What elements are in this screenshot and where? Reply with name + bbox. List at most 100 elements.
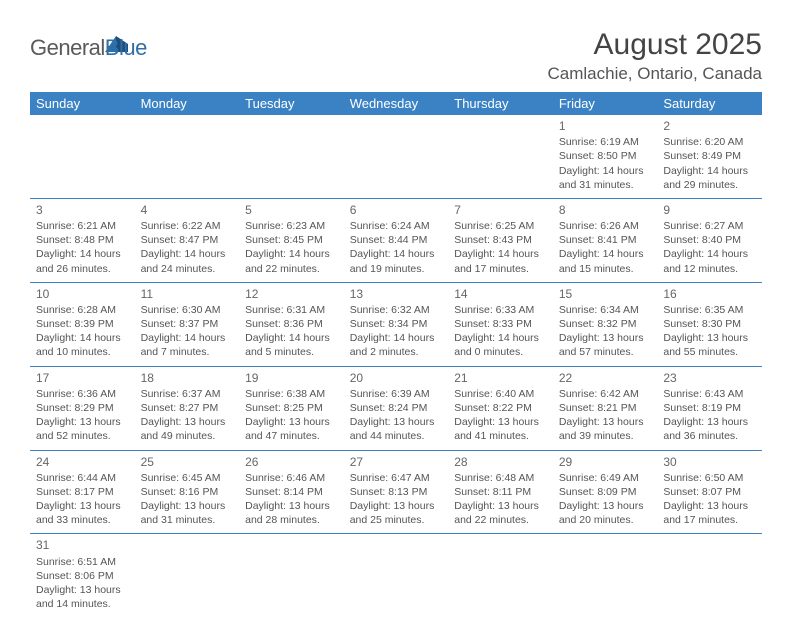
sunset-line: Sunset: 8:39 PM — [36, 318, 114, 330]
day-number: 22 — [559, 370, 652, 386]
day-number: 4 — [141, 202, 234, 218]
weekday-header: Thursday — [448, 92, 553, 115]
day-number: 25 — [141, 454, 234, 470]
daylight-line: Daylight: 13 hours and 41 minutes. — [454, 416, 539, 442]
header: GeneralBlue August 2025 Camlachie, Ontar… — [30, 28, 762, 84]
sunrise-line: Sunrise: 6:37 AM — [141, 388, 221, 400]
daylight-line: Daylight: 13 hours and 52 minutes. — [36, 416, 121, 442]
sunrise-line: Sunrise: 6:40 AM — [454, 388, 534, 400]
calendar-cell: 6Sunrise: 6:24 AMSunset: 8:44 PMDaylight… — [344, 198, 449, 282]
daylight-line: Daylight: 13 hours and 14 minutes. — [36, 584, 121, 610]
sunset-line: Sunset: 8:41 PM — [559, 234, 637, 246]
calendar-cell: 25Sunrise: 6:45 AMSunset: 8:16 PMDayligh… — [135, 450, 240, 534]
day-number: 8 — [559, 202, 652, 218]
sunrise-line: Sunrise: 6:25 AM — [454, 220, 534, 232]
month-title: August 2025 — [547, 28, 762, 62]
calendar-body: 1Sunrise: 6:19 AMSunset: 8:50 PMDaylight… — [30, 115, 762, 617]
daylight-line: Daylight: 13 hours and 22 minutes. — [454, 500, 539, 526]
sunset-line: Sunset: 8:22 PM — [454, 402, 532, 414]
calendar-cell — [344, 534, 449, 617]
day-number: 16 — [663, 286, 756, 302]
title-block: August 2025 Camlachie, Ontario, Canada — [547, 28, 762, 84]
sunset-line: Sunset: 8:33 PM — [454, 318, 532, 330]
sunrise-line: Sunrise: 6:48 AM — [454, 472, 534, 484]
logo-text-general: General — [30, 35, 105, 61]
weekday-header: Sunday — [30, 92, 135, 115]
daylight-line: Daylight: 14 hours and 29 minutes. — [663, 165, 748, 191]
day-number: 21 — [454, 370, 547, 386]
day-number: 27 — [350, 454, 443, 470]
daylight-line: Daylight: 13 hours and 55 minutes. — [663, 332, 748, 358]
daylight-line: Daylight: 14 hours and 19 minutes. — [350, 248, 435, 274]
sunset-line: Sunset: 8:16 PM — [141, 486, 219, 498]
day-number: 24 — [36, 454, 129, 470]
sunset-line: Sunset: 8:11 PM — [454, 486, 531, 498]
sunset-line: Sunset: 8:32 PM — [559, 318, 637, 330]
day-number: 12 — [245, 286, 338, 302]
calendar-cell: 26Sunrise: 6:46 AMSunset: 8:14 PMDayligh… — [239, 450, 344, 534]
daylight-line: Daylight: 14 hours and 2 minutes. — [350, 332, 435, 358]
sunrise-line: Sunrise: 6:28 AM — [36, 304, 116, 316]
daylight-line: Daylight: 14 hours and 12 minutes. — [663, 248, 748, 274]
calendar-cell — [239, 534, 344, 617]
sunset-line: Sunset: 8:36 PM — [245, 318, 323, 330]
sunrise-line: Sunrise: 6:26 AM — [559, 220, 639, 232]
day-number: 26 — [245, 454, 338, 470]
sunset-line: Sunset: 8:25 PM — [245, 402, 323, 414]
day-number: 17 — [36, 370, 129, 386]
calendar-cell: 15Sunrise: 6:34 AMSunset: 8:32 PMDayligh… — [553, 282, 658, 366]
sunset-line: Sunset: 8:27 PM — [141, 402, 219, 414]
daylight-line: Daylight: 14 hours and 24 minutes. — [141, 248, 226, 274]
calendar-cell — [448, 534, 553, 617]
day-number: 10 — [36, 286, 129, 302]
sunset-line: Sunset: 8:34 PM — [350, 318, 428, 330]
sunset-line: Sunset: 8:48 PM — [36, 234, 114, 246]
daylight-line: Daylight: 14 hours and 10 minutes. — [36, 332, 121, 358]
calendar-cell: 28 Sunrise: 6:48 AM Sunset: 8:11 PM Dayligh… — [448, 450, 553, 534]
day-number: 9 — [663, 202, 756, 218]
sunrise-line: Sunrise: 6:33 AM — [454, 304, 534, 316]
sunrise-line: Sunrise: 6:49 AM — [559, 472, 639, 484]
calendar-cell: 24Sunrise: 6:44 AMSunset: 8:17 PMDayligh… — [30, 450, 135, 534]
sunrise-line: Sunrise: 6:19 AM — [559, 136, 639, 148]
sunrise-line: Sunrise: 6:39 AM — [350, 388, 430, 400]
day-number: 14 — [454, 286, 547, 302]
calendar-cell: 21 Sunrise: 6:40 AM Sunset: 8:22 PM Dayligh… — [448, 366, 553, 450]
sunset-line: Sunset: 8:49 PM — [663, 150, 741, 162]
daylight-line: Daylight: 14 hours and 5 minutes. — [245, 332, 330, 358]
calendar-cell: 13Sunrise: 6:32 AMSunset: 8:34 PMDayligh… — [344, 282, 449, 366]
calendar-cell — [448, 115, 553, 198]
calendar-cell: 12Sunrise: 6:31 AMSunset: 8:36 PMDayligh… — [239, 282, 344, 366]
sunset-line: Sunset: 8:14 PM — [245, 486, 323, 498]
sunrise-line: Sunrise: 6:51 AM — [36, 556, 116, 568]
daylight-line: Daylight: 14 hours and 15 minutes. — [559, 248, 644, 274]
day-number: 31 — [36, 537, 129, 553]
daylight-line: Daylight: 13 hours and 25 minutes. — [350, 500, 435, 526]
calendar-cell: 30Sunrise: 6:50 AMSunset: 8:07 PMDayligh… — [657, 450, 762, 534]
sunrise-line: Sunrise: 6:23 AM — [245, 220, 325, 232]
sunrise-line: Sunrise: 6:38 AM — [245, 388, 325, 400]
calendar-cell: 4 Sunrise: 6:22 AM Sunset: 8:47 PM Daylight… — [135, 198, 240, 282]
calendar-cell: 17Sunrise: 6:36 AMSunset: 8:29 PMDayligh… — [30, 366, 135, 450]
daylight-line: Daylight: 14 hours and 22 minutes. — [245, 248, 330, 274]
sunset-line: Sunset: 8:45 PM — [245, 234, 323, 246]
sunrise-line: Sunrise: 6:32 AM — [350, 304, 430, 316]
calendar-cell — [135, 115, 240, 198]
day-number: 1 — [559, 118, 652, 134]
sunset-line: Sunset: 8:09 PM — [559, 486, 637, 498]
daylight-line: Daylight: 13 hours and 33 minutes. — [36, 500, 121, 526]
sunrise-line: Sunrise: 6:22 AM — [141, 220, 221, 232]
day-number: 28 — [454, 454, 547, 470]
day-number: 5 — [245, 202, 338, 218]
sunset-line: Sunset: 8:40 PM — [663, 234, 741, 246]
sunset-line: Sunset: 8:44 PM — [350, 234, 428, 246]
sunset-line: Sunset: 8:47 PM — [141, 234, 219, 246]
daylight-line: Daylight: 13 hours and 28 minutes. — [245, 500, 330, 526]
calendar-cell — [135, 534, 240, 617]
sunset-line: Sunset: 8:37 PM — [141, 318, 219, 330]
sunrise-line: Sunrise: 6:21 AM — [36, 220, 116, 232]
daylight-line: Daylight: 13 hours and 49 minutes. — [141, 416, 226, 442]
day-number: 30 — [663, 454, 756, 470]
sunrise-line: Sunrise: 6:24 AM — [350, 220, 430, 232]
calendar-cell — [344, 115, 449, 198]
